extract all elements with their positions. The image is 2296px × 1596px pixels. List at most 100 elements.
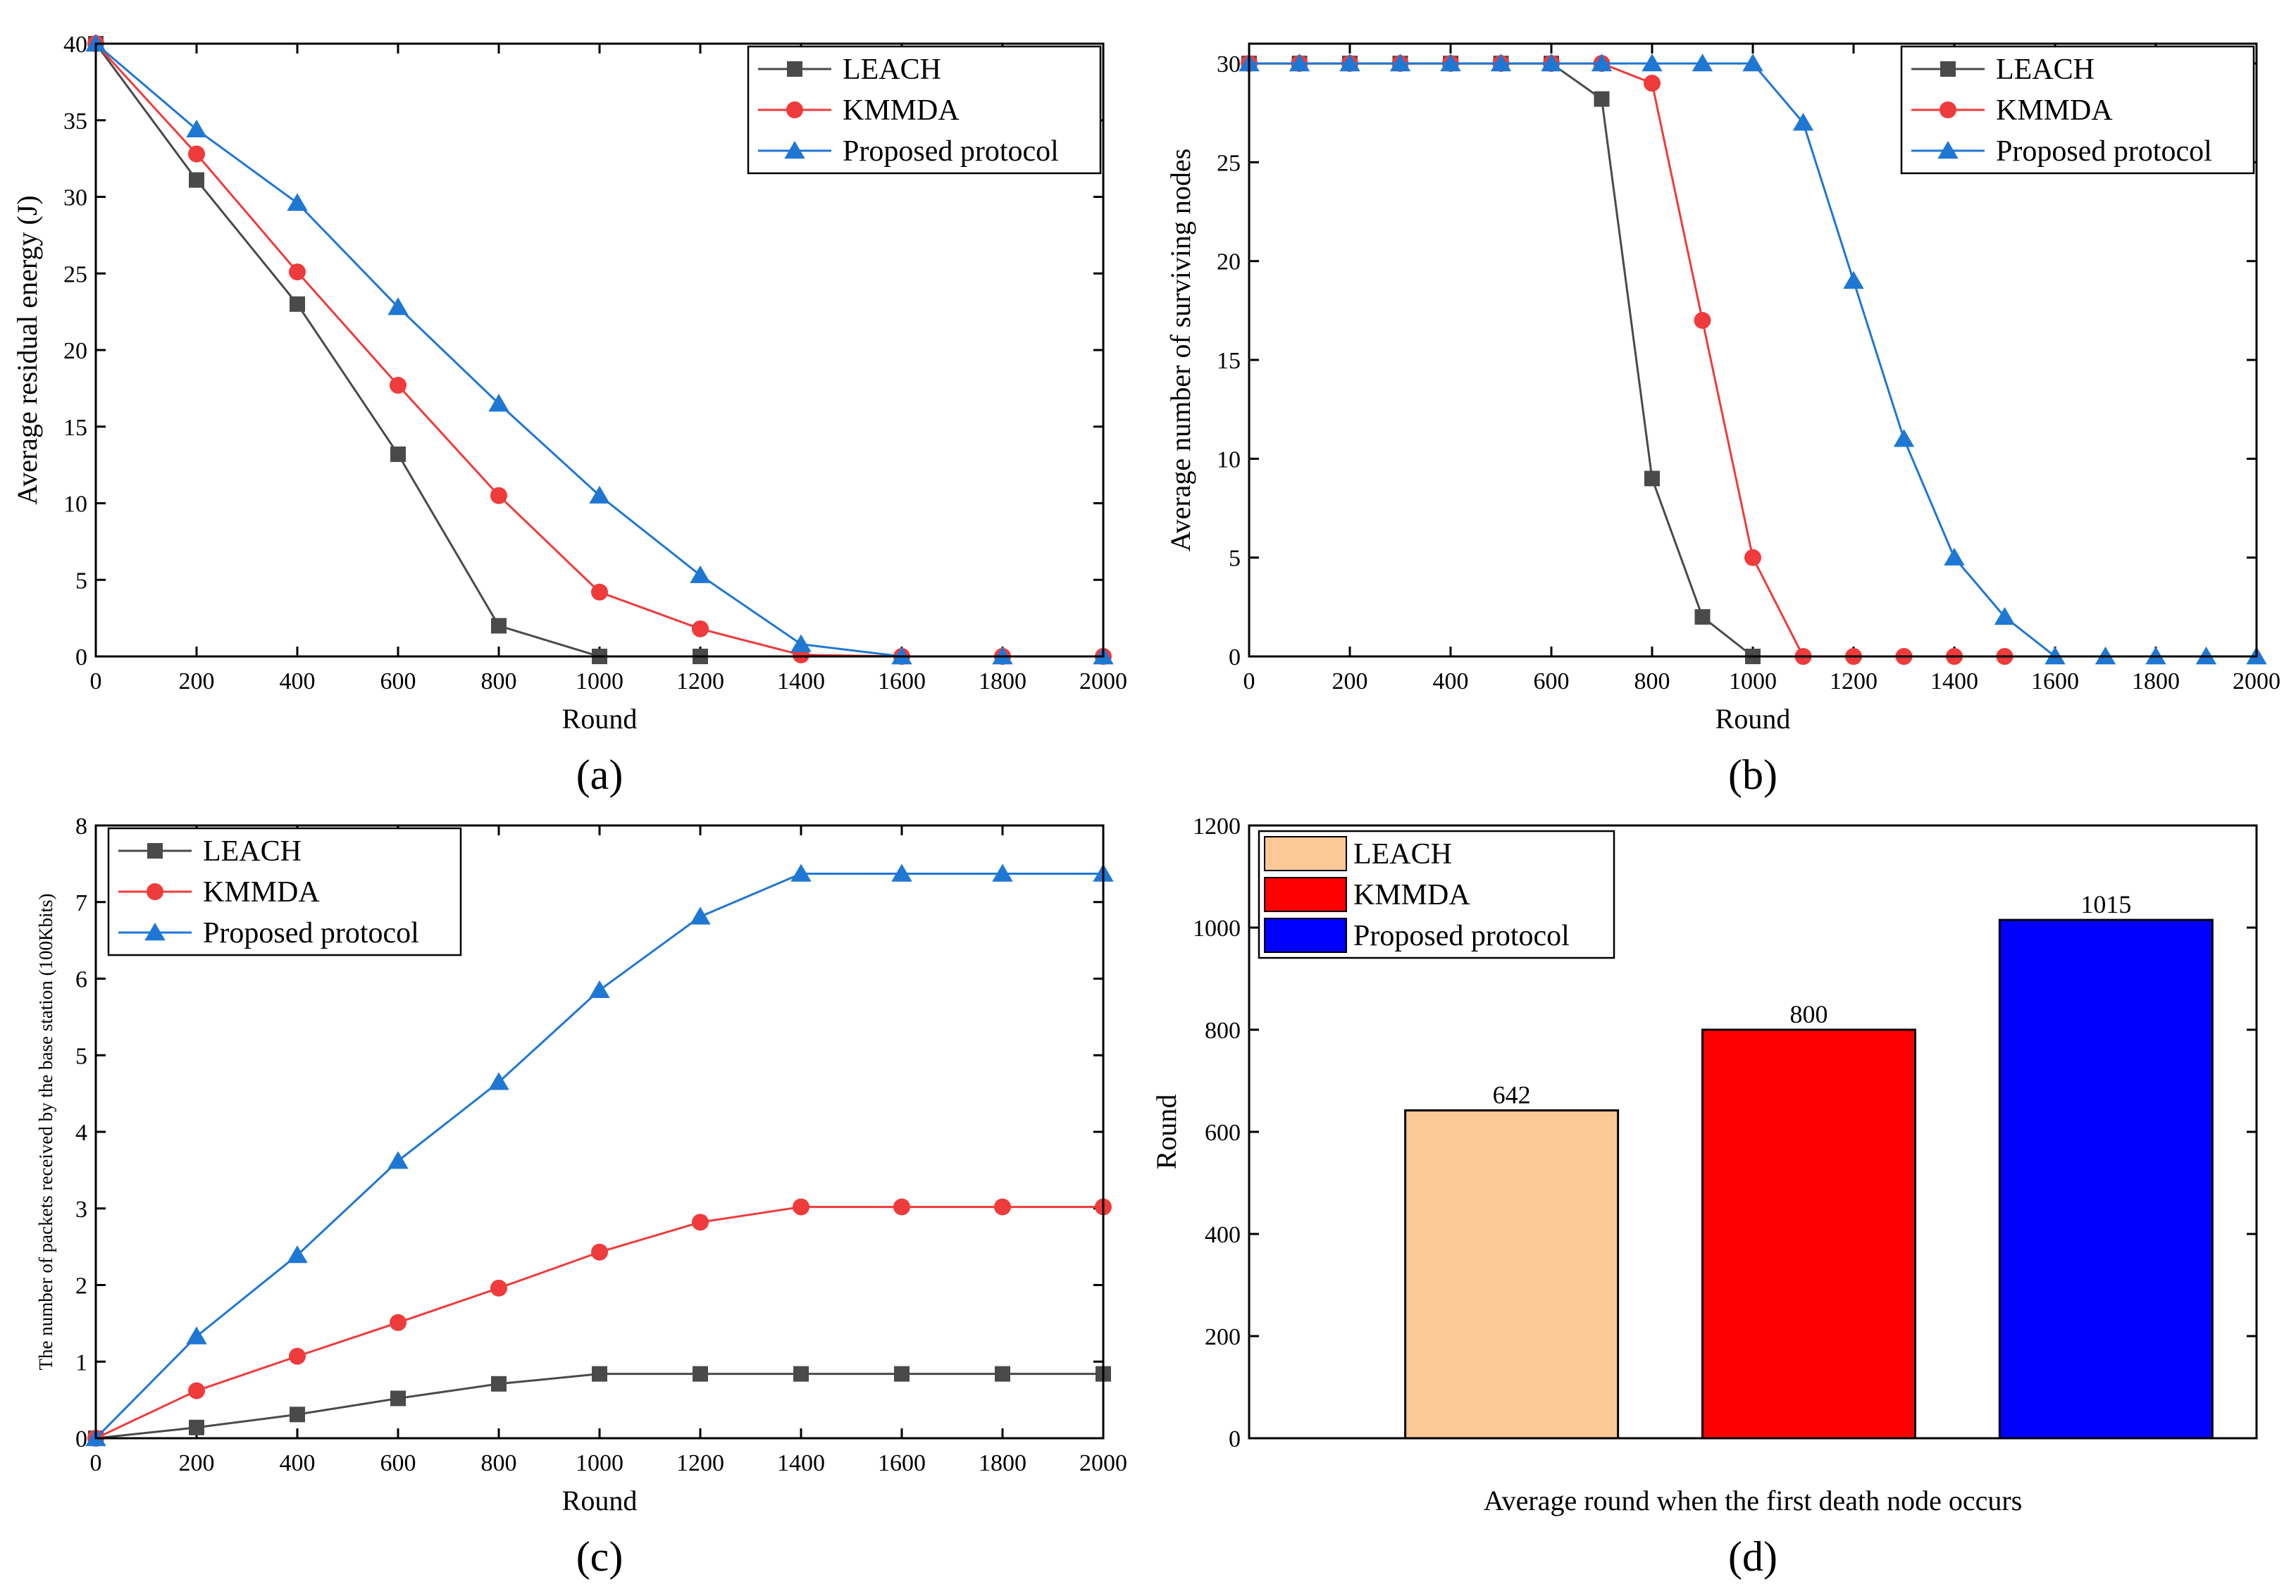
plot-frame xyxy=(1248,824,2258,1440)
y-tick-label: 2 xyxy=(75,1273,87,1299)
x-axis-title: Round xyxy=(1715,703,1791,735)
legend: LEACH KMMDA Proposed protocol xyxy=(107,827,462,956)
data-point xyxy=(290,296,305,312)
data-point xyxy=(1994,606,2016,625)
legend-label: Proposed protocol xyxy=(203,917,419,949)
data-point xyxy=(589,980,610,999)
data-point xyxy=(289,1347,306,1365)
y-axis-title: Round xyxy=(1150,1095,1182,1170)
data-point xyxy=(1594,91,1610,107)
chart-b: 0 5 10 15 20 25 30 0 200 400 600 800 1000 1200 1400 160… xyxy=(1165,42,2281,798)
data-point xyxy=(894,1366,910,1382)
data-point xyxy=(490,487,507,504)
data-point xyxy=(1339,54,1360,72)
data-point xyxy=(290,1407,305,1423)
legend-marker xyxy=(784,141,805,159)
x-tick-label: 600 xyxy=(380,668,416,694)
data-point xyxy=(1843,270,1864,289)
data-point xyxy=(793,1198,809,1216)
x-tick-label: 400 xyxy=(1433,668,1469,694)
x-tick-label: 1400 xyxy=(777,1450,825,1476)
x-tick-label: 1000 xyxy=(1729,668,1777,694)
plot-frame xyxy=(94,824,1105,1440)
data-point xyxy=(186,1326,207,1345)
plot-frame xyxy=(1248,42,2258,658)
data-point xyxy=(390,1314,407,1331)
legend-swatch xyxy=(1264,836,1347,871)
y-tick-label: 5 xyxy=(75,568,87,594)
data-point xyxy=(1944,547,1965,566)
y-tick-label: 20 xyxy=(63,338,87,364)
y-tick-label: 0 xyxy=(75,1426,87,1452)
legend-marker xyxy=(786,101,803,118)
plot-frame xyxy=(94,42,1105,658)
x-tick-label: 1400 xyxy=(777,668,825,694)
y-tick-label: 0 xyxy=(1229,644,1241,671)
x-tick-label: 1200 xyxy=(1830,668,1878,694)
data-point xyxy=(287,1245,308,1264)
x-tick-label: 1200 xyxy=(676,668,724,694)
data-point xyxy=(1389,54,1411,72)
x-tick-label: 800 xyxy=(481,1450,517,1476)
series-LEACH xyxy=(1241,56,1761,664)
y-tick-label: 15 xyxy=(63,415,87,441)
y-tick-label: 200 xyxy=(1205,1324,1241,1350)
series-line xyxy=(94,43,700,658)
x-tick-label: 2000 xyxy=(2233,668,2281,694)
data-point xyxy=(793,1366,809,1382)
series-line xyxy=(1249,62,1754,658)
x-tick-label: 800 xyxy=(1634,668,1670,694)
data-point xyxy=(1289,54,1310,72)
data-point xyxy=(491,618,507,634)
data-point xyxy=(189,172,204,188)
data-point xyxy=(690,565,711,583)
y-axis-title: Average residual energy (J) xyxy=(11,195,43,504)
data-point xyxy=(1440,54,1461,72)
bar-value-label: 1015 xyxy=(2080,890,2131,918)
y-tick-label: 1 xyxy=(75,1349,87,1376)
data-point xyxy=(1893,429,1915,447)
data-point xyxy=(488,394,509,412)
x-tick-label: 200 xyxy=(179,1450,215,1476)
data-point xyxy=(186,119,207,137)
data-point xyxy=(589,485,610,504)
x-tick-label: 2000 xyxy=(1079,668,1127,694)
legend-swatch xyxy=(1264,877,1347,912)
data-point xyxy=(188,1382,205,1399)
y-tick-label: 6 xyxy=(75,967,87,993)
x-tick-label: 200 xyxy=(179,668,215,694)
data-point xyxy=(591,1243,608,1261)
y-tick-label: 35 xyxy=(63,108,87,135)
data-point xyxy=(1742,54,1763,72)
legend-marker xyxy=(787,61,802,77)
bar-value-label: 642 xyxy=(1493,1081,1531,1109)
data-point xyxy=(1644,75,1661,92)
data-point xyxy=(994,1198,1011,1216)
legend-label: KMMDA xyxy=(843,94,960,127)
x-axis-title: Average round when the first death node … xyxy=(1484,1485,2023,1516)
y-axis-title: The number of packets received by the ba… xyxy=(35,893,56,1370)
legend-label: Proposed protocol xyxy=(843,135,1059,168)
legend-label: Proposed protocol xyxy=(1353,920,1570,952)
data-point xyxy=(1541,54,1562,72)
x-tick-label: 200 xyxy=(1332,668,1368,694)
y-axis-title: Average number of surviving nodes xyxy=(1165,149,1196,551)
y-tick-label: 25 xyxy=(63,261,87,287)
y-tick-label: 40 xyxy=(63,32,87,58)
series-KMMDA xyxy=(87,1198,1112,1447)
data-point xyxy=(1744,549,1761,566)
y-tick-label: 30 xyxy=(63,185,87,211)
data-point xyxy=(592,1366,607,1382)
series-LEACH xyxy=(88,1366,1111,1446)
series-line xyxy=(94,873,1103,1440)
x-tick-label: 800 xyxy=(481,668,517,694)
data-point xyxy=(189,1419,204,1435)
data-point xyxy=(692,1214,709,1231)
bar-bar_LEACH xyxy=(1404,1109,1620,1440)
legend-label: KMMDA xyxy=(1996,94,2113,127)
y-tick-label: 0 xyxy=(1229,1426,1241,1452)
data-point xyxy=(491,1376,507,1392)
x-tick-label: 2000 xyxy=(1079,1450,1127,1476)
data-point xyxy=(893,1198,910,1216)
data-point xyxy=(1792,113,1814,131)
